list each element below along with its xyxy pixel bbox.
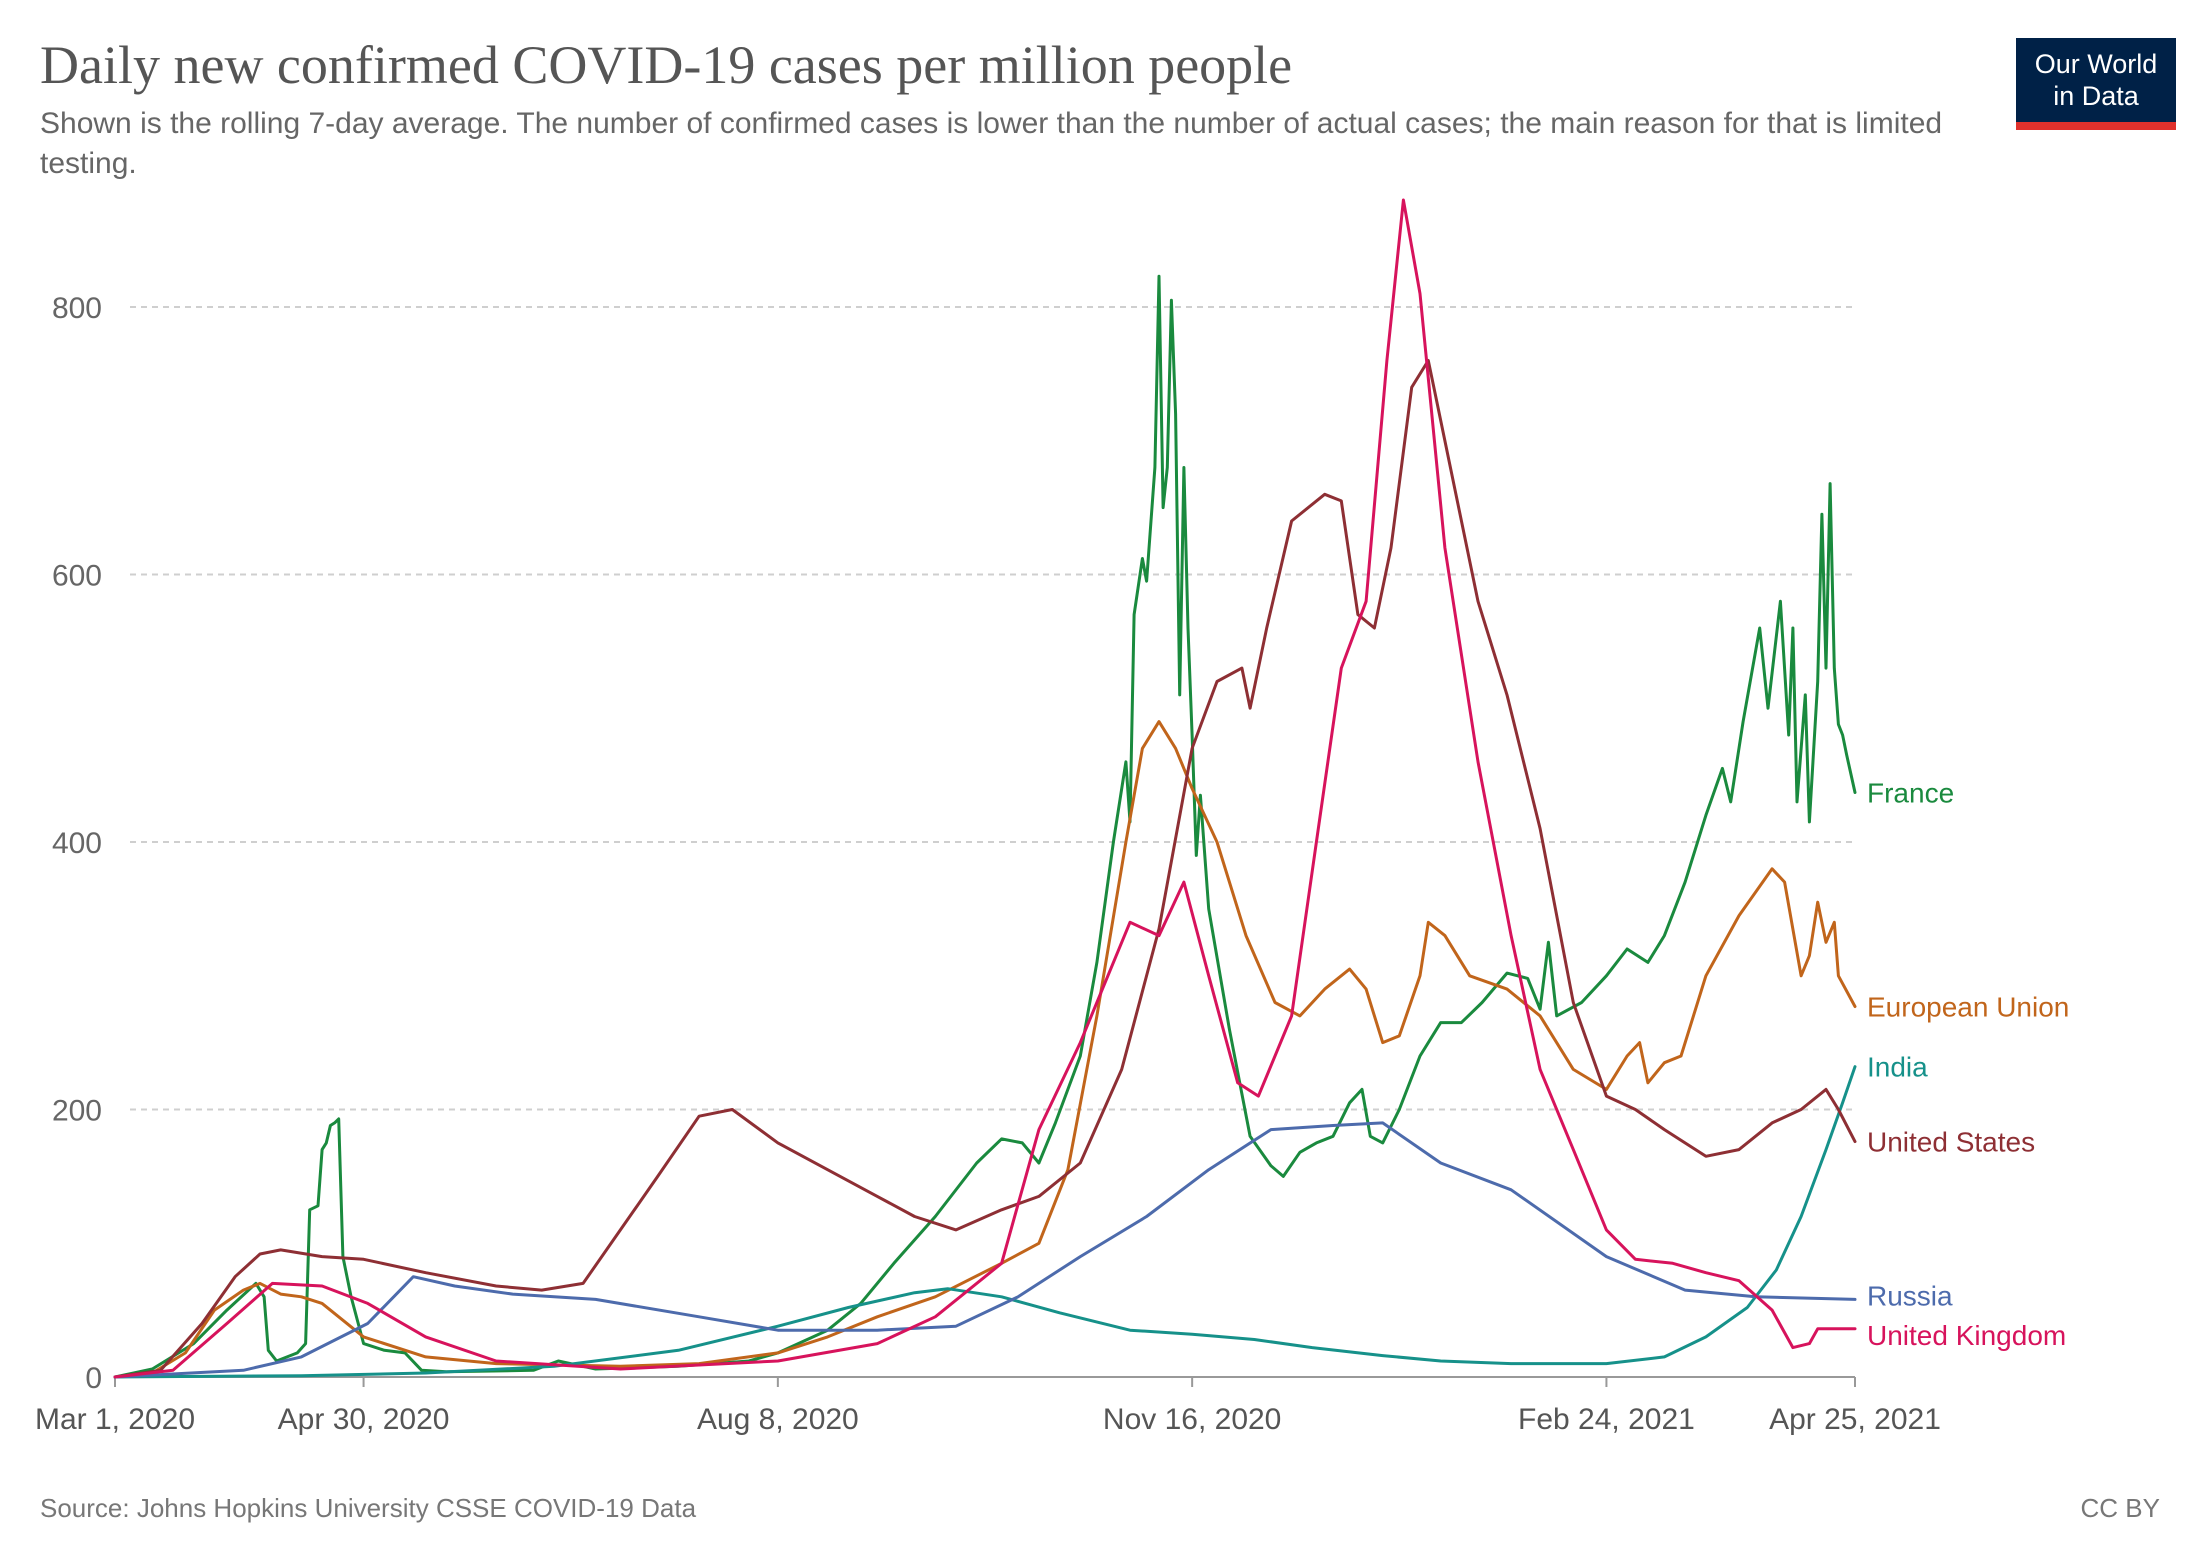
logo-text-line1: Our World	[2034, 49, 2158, 79]
series-line-united-kingdom	[113, 198, 1857, 1379]
logo-text-line2: in Data	[2053, 81, 2139, 111]
x-axis: Mar 1, 2020 Apr 30, 2020 Aug 8, 2020 Nov 16…	[35, 1376, 1941, 1436]
y-tick-label: 400	[52, 827, 102, 860]
series-label-united-kingdom: United Kingdom	[1867, 1320, 2066, 1351]
series-label-united-states: United States	[1867, 1127, 2035, 1158]
series-line-france	[113, 274, 1857, 1379]
license-link[interactable]: CC BY	[2080, 1493, 2160, 1523]
series-line-russia	[113, 1121, 1857, 1379]
y-tick-label: 800	[52, 292, 102, 325]
series-label-russia: Russia	[1867, 1280, 1953, 1311]
x-tick-label: Aug 8, 2020	[697, 1403, 859, 1436]
chart-subtitle: Shown is the rolling 7-day average. The …	[40, 107, 1943, 180]
series-layer	[113, 198, 1857, 1379]
owid-logo[interactable]: Our World in Data	[2016, 38, 2176, 130]
source-note: Source: Johns Hopkins University CSSE CO…	[40, 1493, 697, 1523]
series-line-european-union	[113, 720, 1857, 1379]
chart-title: Daily new confirmed COVID-19 cases per m…	[40, 35, 1293, 95]
series-line-united-states	[113, 359, 1857, 1379]
y-tick-label: 200	[52, 1095, 102, 1128]
series-line-india	[113, 1065, 1857, 1379]
series-label-india: India	[1867, 1052, 1928, 1083]
x-tick-label: Mar 1, 2020	[35, 1403, 195, 1436]
x-tick-label: Apr 25, 2021	[1769, 1403, 1941, 1436]
series-label-european-union: European Union	[1867, 992, 2069, 1023]
y-tick-label: 600	[52, 560, 102, 593]
x-tick-label: Nov 16, 2020	[1103, 1403, 1281, 1436]
y-tick-label: 0	[85, 1362, 102, 1395]
x-tick-label: Feb 24, 2021	[1518, 1403, 1695, 1436]
series-labels: France European Union India United States Ru…	[1867, 778, 2069, 1351]
x-tick-label: Apr 30, 2020	[278, 1403, 450, 1436]
line-chart: 0 200 400 600 800 Mar 1, 2020 Apr 30, 2020 Aug…	[35, 198, 2069, 1436]
series-label-france: France	[1867, 778, 1954, 809]
grid-layer: 0 200 400 600 800	[52, 292, 1855, 1395]
